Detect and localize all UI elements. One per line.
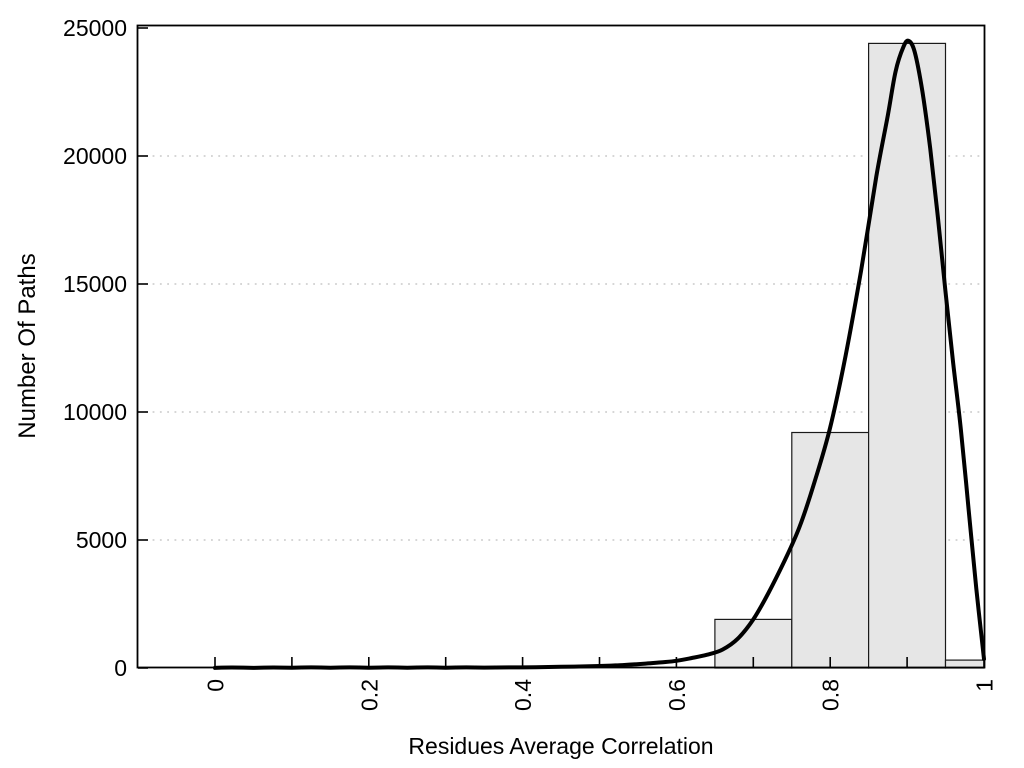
x-tick-label: 0	[203, 679, 229, 692]
density-curve	[213, 38, 986, 670]
x-tick-label: 0.4	[510, 679, 536, 711]
y-tick-label: 15000	[63, 271, 127, 297]
y-axis-title: Number Of Paths	[14, 253, 41, 439]
x-axis-title: Residues Average Correlation	[408, 733, 714, 759]
y-tick-label: 20000	[63, 143, 127, 169]
y-tick-label: 25000	[63, 15, 127, 41]
x-tick-label: 0.2	[356, 679, 382, 711]
y-tick-label: 5000	[76, 527, 127, 553]
y-tick-label: 0	[114, 655, 127, 681]
histogram-bar	[791, 431, 870, 669]
y-tick-label: 10000	[63, 399, 127, 425]
x-tick-label: 0.6	[664, 679, 690, 711]
x-tick-label: 0.8	[818, 679, 844, 711]
histogram-bar	[867, 42, 947, 669]
x-tick-label: 1	[972, 679, 998, 692]
